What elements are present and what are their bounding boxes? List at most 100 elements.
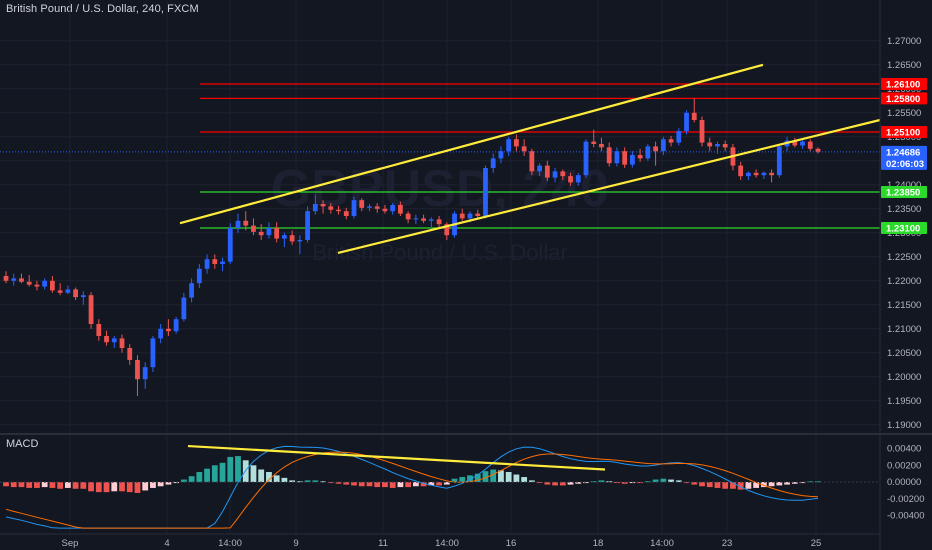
macd-histogram-bar — [196, 472, 203, 483]
macd-histogram-bar — [103, 482, 110, 493]
candle-down — [127, 348, 133, 360]
time-axis-label: Sep — [62, 538, 79, 549]
symbol-title[interactable]: British Pound / U.S. Dollar, 240, FXCM — [6, 3, 199, 15]
macd-histogram-bar — [575, 482, 582, 484]
candle-up — [42, 280, 48, 287]
macd-histogram-bar — [227, 456, 234, 483]
macd-histogram-bar — [219, 462, 226, 483]
macd-divergence-trendline[interactable] — [187, 444, 606, 471]
time-axis-label: 9 — [293, 538, 298, 549]
macd-histogram-bar — [111, 482, 118, 492]
candle-up — [111, 338, 117, 343]
trendlines[interactable] — [179, 63, 881, 255]
candle-up — [715, 144, 720, 147]
macd-histogram-bar — [335, 482, 342, 484]
candle-down — [289, 235, 295, 242]
candle-down — [807, 141, 813, 149]
candle-up — [158, 328, 164, 339]
macd-histogram-bar — [807, 481, 814, 483]
macd-histogram-bar — [753, 482, 760, 488]
macd-histogram-bar — [235, 456, 241, 483]
candle-up — [413, 218, 419, 220]
support-price-tag — [881, 222, 927, 234]
macd-histogram-bar — [188, 476, 195, 483]
candle-down — [328, 206, 334, 210]
macd-histogram-bar — [652, 479, 659, 483]
support-price-tag-label: 1.23100 — [886, 224, 920, 235]
candle-up — [483, 168, 488, 216]
candle-down — [343, 211, 349, 216]
time-axis-label: 14:00 — [650, 538, 674, 549]
macd-histogram-bar — [644, 481, 651, 483]
candle-up — [428, 219, 434, 221]
candle-up — [575, 175, 581, 183]
candle-up — [181, 297, 187, 320]
candle-down — [459, 213, 465, 219]
candle-down — [544, 165, 550, 178]
macd-histogram-bar — [498, 470, 504, 483]
macd-histogram-bar — [88, 482, 94, 492]
macd-histogram-bar — [273, 475, 280, 483]
macd-histogram-bar — [505, 472, 512, 483]
candle-down — [73, 289, 78, 298]
time-axis-label: 16 — [506, 538, 517, 549]
horizontal-levels — [0, 83, 880, 229]
candle-down — [421, 218, 426, 221]
macd-histogram-bar — [343, 482, 350, 485]
candle-down — [521, 146, 527, 152]
macd-histogram-bar — [10, 482, 17, 488]
candle-up — [173, 319, 179, 332]
candle-up — [506, 139, 512, 152]
macd-histogram-bar — [258, 469, 265, 483]
candle-down — [382, 208, 388, 212]
macd-histogram-bar — [451, 478, 458, 483]
candle-down — [104, 336, 109, 343]
macd-histogram-bar — [157, 482, 164, 487]
macd-indicator-title[interactable]: MACD — [6, 438, 39, 450]
macd-histogram-bar — [768, 482, 775, 487]
resistance-price-tag — [881, 126, 927, 138]
candle-up — [220, 261, 225, 264]
macd-histogram-bar — [119, 482, 125, 492]
candle-up — [351, 200, 357, 216]
macd-histogram-bar — [304, 480, 311, 483]
macd-histogram-bar — [799, 482, 806, 484]
macd-histogram-bar — [815, 481, 821, 483]
macd-histogram-bar — [242, 460, 249, 483]
macd-histogram-bar — [467, 475, 473, 483]
candle-down — [599, 144, 604, 148]
channel-upper-trendline[interactable] — [179, 63, 764, 225]
price-axis-label: 1.26500 — [887, 60, 921, 71]
price-axis-label: 1.20500 — [887, 348, 921, 359]
macd-axis-label: -0.00200 — [887, 494, 925, 505]
candle-up — [746, 172, 751, 177]
candle-up — [630, 155, 635, 165]
current-price-label: 1.24686 — [886, 147, 920, 158]
macd-histogram-bar — [598, 480, 605, 483]
macd-histogram-bar — [3, 482, 9, 487]
macd-histogram-bar — [180, 479, 187, 483]
support-price-tag-label: 1.23850 — [886, 188, 920, 199]
macd-histogram-bar — [134, 482, 141, 493]
price-axis-label: 1.21500 — [887, 300, 921, 311]
candle-down — [815, 148, 821, 152]
candle-down — [243, 220, 249, 226]
candle-up — [390, 204, 396, 212]
candles — [3, 98, 821, 396]
macd-histogram-bar — [49, 482, 56, 488]
candle-up — [490, 158, 496, 168]
macd-histogram-bar — [26, 482, 33, 488]
macd-histogram-bar — [528, 480, 535, 483]
candle-up — [227, 228, 233, 262]
channel-lower-trendline[interactable] — [337, 118, 881, 255]
candle-down — [336, 209, 341, 212]
macd-axis-label: 0.00200 — [887, 460, 921, 471]
macd-histogram-bar — [358, 482, 365, 487]
price-axis-label: 1.19500 — [887, 396, 921, 407]
macd-histogram-bar — [760, 482, 767, 488]
candle-down — [769, 172, 774, 176]
candle-up — [305, 211, 310, 240]
macd-histogram-bar — [668, 479, 674, 483]
